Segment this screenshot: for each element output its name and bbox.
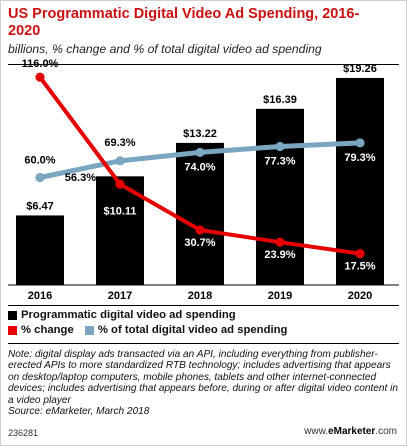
change-point-2016 (35, 72, 45, 82)
share-point-2016 (35, 172, 45, 183)
legend-label-share: % of total digital video ad spending (97, 324, 288, 336)
logo-brand: eMarketer (328, 426, 376, 437)
share-label-2016: 60.0% (24, 155, 55, 167)
x-tick-label-2016: 2016 (28, 290, 52, 302)
share-label-2019: 77.3% (264, 156, 295, 168)
bar-2018 (176, 142, 224, 285)
bar-label-2020: $19.26 (343, 63, 377, 75)
bar-2016 (16, 215, 64, 285)
change-point-2019 (275, 237, 285, 247)
top-rule (8, 64, 399, 65)
share-point-2019 (275, 141, 285, 152)
change-point-2018 (195, 225, 205, 235)
bar-2019 (256, 108, 304, 286)
legend-label-bars: Programmatic digital video ad spending (21, 309, 236, 321)
change-label-2019: 23.9% (264, 249, 295, 261)
share-label-2018: 74.0% (184, 161, 215, 173)
legend-item-share: % of total digital video ad spending (84, 324, 288, 336)
legend: Programmatic digital video ad spending (8, 309, 236, 323)
share-label-2020: 79.3% (344, 152, 375, 164)
logo-prefix: www. (304, 426, 329, 437)
legend-rule (8, 305, 399, 306)
source-text: Source: eMarketer, March 2018 (8, 406, 150, 418)
chart-title: US Programmatic Digital Video Ad Spendin… (8, 6, 360, 39)
logo-suffix: .com (375, 426, 397, 437)
share-point-2018 (195, 147, 205, 158)
legend-label-change: % change (21, 324, 74, 336)
change-label-2020: 17.5% (344, 261, 375, 273)
change-label-2017: 56.3% (65, 172, 96, 184)
legend-swatch-change (8, 325, 17, 335)
note-rule (8, 343, 399, 344)
share-label-2017: 69.3% (104, 137, 135, 149)
bar-label-2017: $10.11 (103, 205, 136, 217)
bar-label-2018: $13.22 (183, 128, 217, 140)
legend-item-change: % change (8, 324, 74, 336)
x-tick-label-2018: 2018 (188, 290, 212, 302)
chart-subtitle: billions, % change and % of total digita… (8, 42, 322, 56)
change-point-2020 (355, 249, 365, 259)
legend-item-bars: Programmatic digital video ad spending (8, 309, 236, 321)
bar-label-2019: $16.39 (263, 94, 297, 106)
change-point-2017 (115, 179, 125, 189)
legend-row-2: % change % of total digital video ad spe… (8, 324, 287, 338)
change-label-2018: 30.7% (184, 237, 215, 249)
legend-swatch-bars (8, 310, 17, 320)
x-tick-label-2019: 2019 (268, 290, 292, 302)
bar-label-2016: $6.47 (26, 200, 54, 212)
share-point-2020 (355, 138, 365, 148)
note-block: Note: digital display ads transacted via… (8, 349, 403, 417)
x-tick-label-2020: 2020 (348, 290, 372, 302)
emarketer-logo[interactable]: www.eMarketer.com (304, 426, 397, 437)
chart-id: 236281 (8, 428, 39, 438)
x-tick-label-2017: 2017 (108, 290, 132, 302)
share-point-2017 (115, 156, 125, 166)
note-text: Note: digital display ads transacted via… (8, 349, 398, 406)
legend-swatch-share (84, 325, 94, 335)
